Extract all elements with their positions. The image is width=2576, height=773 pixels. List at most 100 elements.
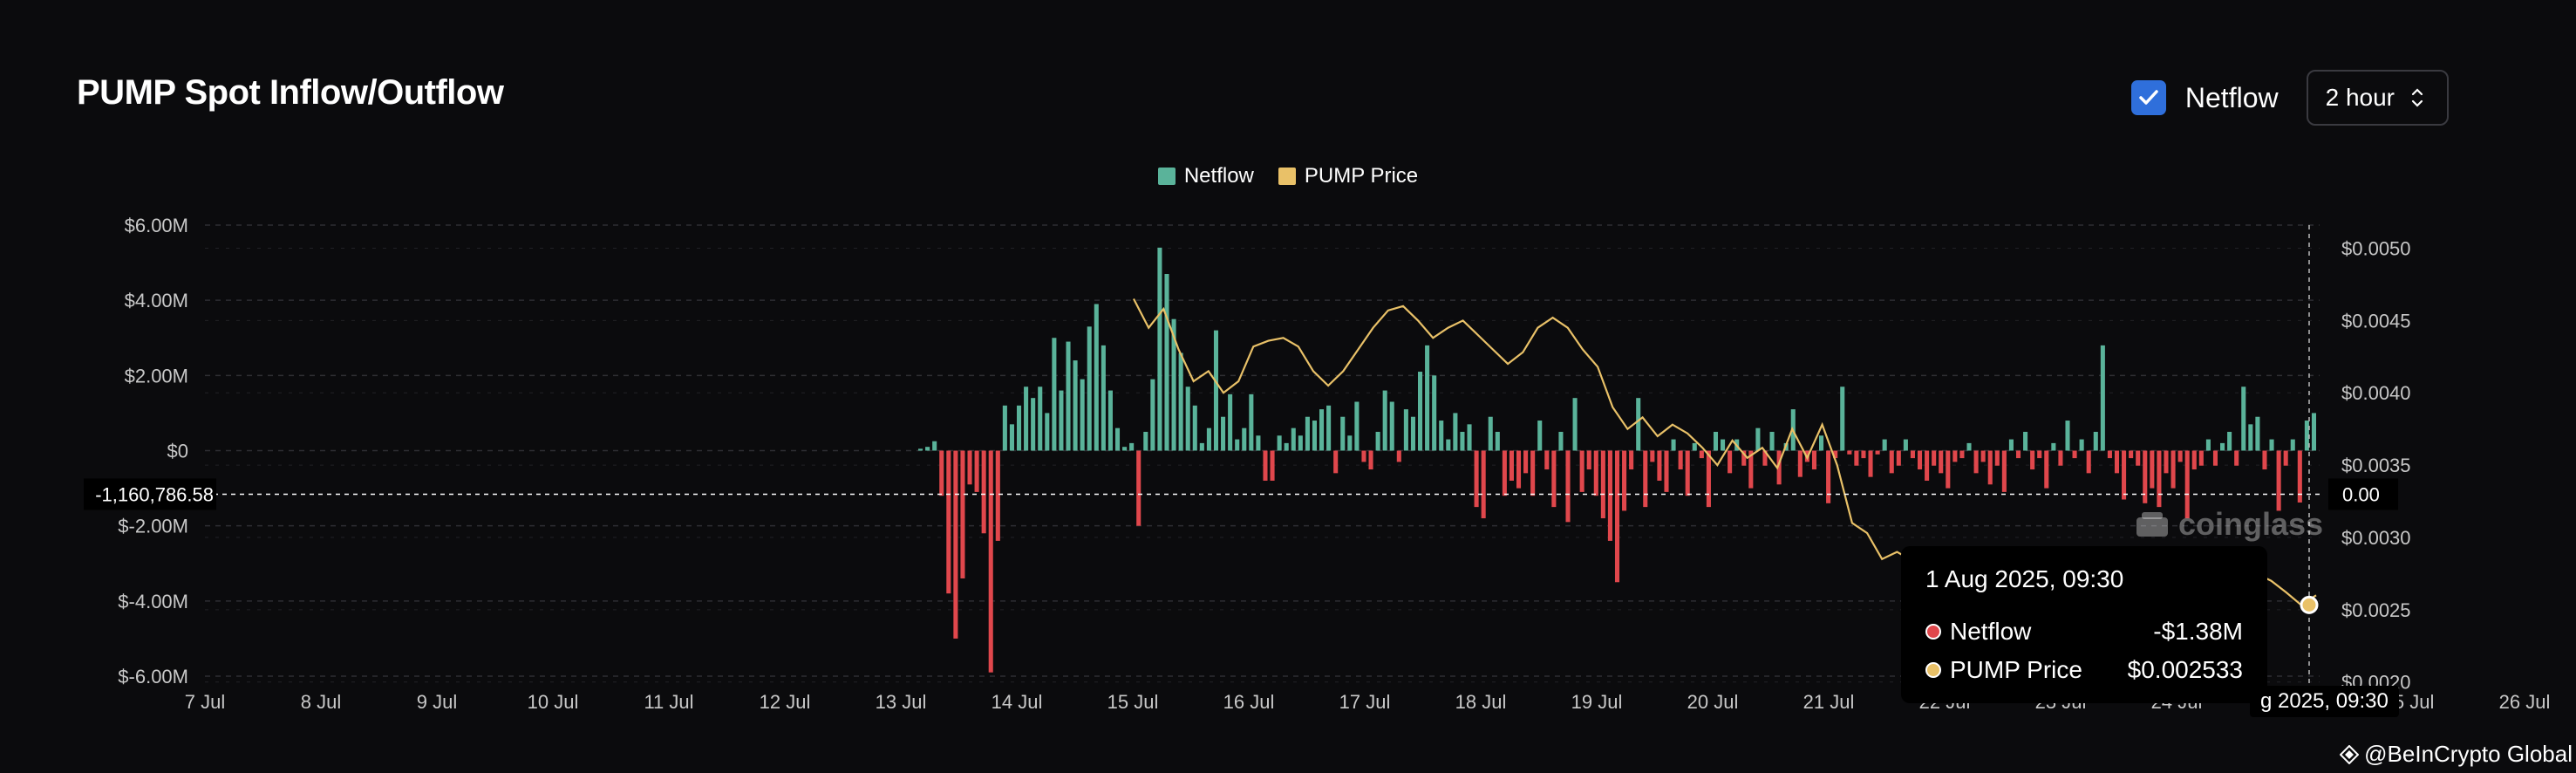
netflow-bar [1819, 435, 1824, 451]
netflow-bar [1066, 341, 1071, 451]
netflow-checkbox-label: Netflow [2184, 81, 2279, 113]
netflow-bar [2234, 450, 2239, 466]
netflow-bar [1354, 401, 1360, 451]
netflow-bar [1136, 450, 1141, 526]
netflow-bar [1755, 428, 1761, 451]
netflow-bar [1544, 450, 1550, 470]
netflow-bar [1340, 416, 1346, 451]
netflow-bar [1185, 386, 1190, 451]
netflow-bar [2164, 450, 2169, 474]
netflow-bar [1699, 450, 1704, 459]
legend-swatch-price [1278, 168, 1296, 185]
credit: @BeInCrypto Global [2340, 741, 2573, 768]
legend-item-price[interactable]: PUMP Price [1278, 164, 1418, 188]
netflow-bar [1002, 405, 1007, 451]
y-right-tick-label: $0.0030 [2341, 527, 2411, 549]
tooltip-dot-netflow [1925, 624, 1941, 640]
netflow-bar [2220, 442, 2225, 451]
netflow-bar [2311, 413, 2316, 451]
netflow-bar [1319, 409, 1325, 451]
netflow-bar [2079, 439, 2084, 451]
netflow-bar [1326, 405, 1332, 451]
netflow-bar [2122, 450, 2127, 500]
credit-text: @BeInCrypto Global [2364, 741, 2573, 767]
netflow-bar [1192, 405, 1197, 451]
netflow-bar [2212, 450, 2218, 466]
netflow-bar [932, 441, 937, 451]
netflow-bar [1925, 450, 1930, 481]
netflow-bar [1221, 416, 1226, 451]
netflow-bar [1939, 450, 1944, 474]
netflow-bar [2051, 442, 2056, 451]
page-title: PUMP Spot Inflow/Outflow [77, 73, 504, 112]
netflow-bar [1481, 450, 1486, 519]
netflow-bar [2058, 450, 2063, 466]
netflow-bar [1946, 450, 1951, 489]
netflow-bar [1811, 450, 1817, 470]
netflow-checkbox[interactable] [2130, 80, 2166, 115]
x-tick-label: 11 Jul [644, 691, 693, 713]
x-tick-label: 10 Jul [528, 691, 579, 713]
netflow-bar [1038, 386, 1043, 451]
x-tick-label: 12 Jul [760, 691, 811, 713]
netflow-bar [1973, 450, 1979, 474]
netflow-bar [946, 450, 951, 594]
netflow-bar [2171, 450, 2176, 489]
netflow-bar [1741, 450, 1747, 466]
netflow-bar [1797, 450, 1803, 477]
netflow-bar [2072, 450, 2077, 459]
y-right-tick-label: $0.0050 [2341, 238, 2411, 260]
netflow-bar [1629, 450, 1634, 470]
netflow-bar [1101, 345, 1106, 451]
netflow-bar [1565, 450, 1571, 523]
netflow-bar [1396, 450, 1401, 462]
netflow-bar [2001, 450, 2007, 492]
netflow-bar [2023, 431, 2028, 451]
netflow-bar [1868, 450, 1873, 477]
netflow-bar [1242, 428, 1247, 451]
netflow-bar [2177, 450, 2183, 462]
netflow-bar [1706, 450, 1711, 508]
netflow-bar [2143, 450, 2148, 503]
netflow-bar [2227, 431, 2232, 451]
netflow-bar [1593, 450, 1598, 496]
y-left-tick-label: $-4.00M [118, 591, 188, 612]
netflow-bar [1059, 390, 1064, 451]
netflow-bar [1171, 318, 1176, 451]
netflow-bar [2304, 421, 2309, 451]
netflow-bar [1114, 428, 1121, 451]
netflow-bar [1509, 450, 1514, 481]
crosshair-x-label: g 2025, 09:30 [2250, 686, 2399, 717]
netflow-bar [1636, 398, 1641, 451]
netflow-bar [1235, 439, 1240, 451]
x-tick-label: 13 Jul [876, 691, 927, 713]
netflow-bar [960, 450, 965, 578]
netflow-bar [2191, 450, 2197, 470]
netflow-bar [988, 450, 993, 673]
netflow-bar [1523, 450, 1529, 474]
tooltip-title: 1 Aug 2025, 09:30 [1925, 565, 2124, 592]
netflow-bar [2276, 450, 2281, 511]
netflow-bar [2015, 450, 2021, 459]
y-right-tick-label: $0.0045 [2341, 310, 2411, 332]
netflow-bar [1558, 431, 1564, 451]
netflow-bar [1713, 431, 1719, 451]
netflow-bar [2290, 439, 2295, 451]
legend-item-netflow[interactable]: Netflow [1157, 164, 1254, 188]
netflow-bar [953, 450, 958, 639]
x-tick-label: 9 Jul [417, 691, 457, 713]
chevron-updown-icon [2411, 88, 2423, 107]
y-left-tick-label: $0 [167, 441, 188, 462]
netflow-bar [1614, 450, 1620, 583]
interval-select[interactable]: 2 hour [2306, 70, 2449, 126]
netflow-bar [1129, 442, 1135, 451]
netflow-bar [1199, 442, 1204, 451]
netflow-bar [1502, 450, 1507, 496]
netflow-bar [2198, 450, 2204, 466]
x-tick-label: 17 Jul [1339, 691, 1391, 713]
tooltip-dot-price [1925, 662, 1941, 678]
x-tick-label: 26 Jul [2499, 691, 2551, 713]
netflow-bar [1263, 450, 1268, 481]
x-tick-label: 14 Jul [992, 691, 1043, 713]
x-tick-label: 20 Jul [1687, 691, 1739, 713]
